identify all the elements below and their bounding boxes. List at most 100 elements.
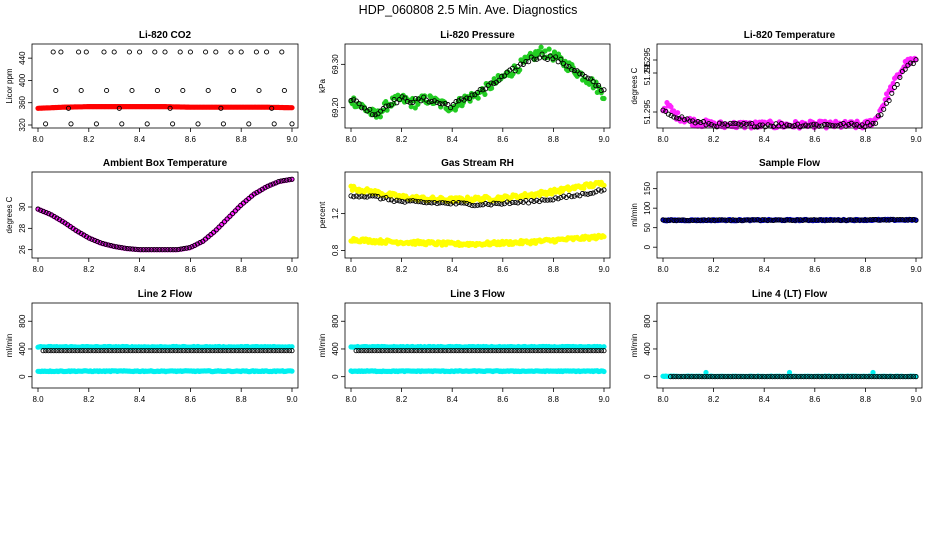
data-point [113, 244, 119, 250]
data-point [775, 374, 781, 380]
data-point [445, 201, 451, 207]
data-point [514, 348, 520, 354]
data-point [518, 198, 524, 204]
data-point [773, 217, 779, 223]
data-point [111, 49, 117, 55]
data-point [207, 348, 213, 354]
data-point [673, 218, 680, 224]
data-point [114, 348, 120, 354]
data-point [364, 194, 370, 200]
x-tick-label: 8.8 [236, 135, 248, 144]
data-point [784, 217, 790, 223]
data-point [743, 374, 749, 380]
data-point [170, 247, 176, 253]
data-point [458, 200, 464, 206]
series-cyan-lower [35, 368, 295, 375]
data-point [811, 217, 817, 223]
data-point [154, 247, 160, 253]
data-point [220, 121, 226, 127]
data-point [870, 217, 876, 223]
data-point [83, 49, 89, 55]
data-point [104, 87, 110, 94]
y-axis-label: ml/min [318, 334, 327, 358]
data-point [90, 348, 96, 354]
data-point [219, 221, 225, 228]
data-point [561, 348, 567, 354]
data-point [551, 348, 557, 354]
x-tick-label: 8.0 [32, 395, 44, 404]
data-point [704, 374, 710, 380]
data-point [412, 105, 418, 111]
data-point [386, 197, 392, 203]
data-point [137, 49, 143, 55]
data-point [418, 199, 424, 205]
data-point [842, 374, 849, 380]
data-point [372, 193, 378, 199]
data-point [217, 348, 224, 354]
data-point [260, 348, 266, 354]
data-point [101, 348, 107, 354]
data-point [78, 87, 84, 94]
data-point [273, 348, 279, 354]
data-point [523, 197, 529, 204]
data-point [448, 348, 454, 354]
data-point [668, 113, 674, 119]
data-point [741, 217, 747, 223]
data-point [862, 124, 868, 130]
data-point [40, 348, 46, 354]
data-point [544, 197, 551, 203]
data-point [593, 83, 599, 89]
data-point [448, 105, 454, 111]
data-point [720, 374, 726, 380]
data-point [572, 348, 578, 354]
data-point [143, 348, 149, 354]
data-point [199, 348, 205, 354]
data-point [490, 348, 496, 354]
data-point [434, 201, 440, 207]
data-point [204, 348, 210, 354]
data-point [361, 105, 368, 111]
data-point [819, 374, 825, 380]
data-point [770, 123, 776, 130]
x-tick-label: 8.8 [548, 265, 560, 274]
data-point [249, 348, 255, 354]
data-point [407, 198, 413, 204]
data-point [378, 108, 384, 114]
data-point [730, 121, 736, 127]
data-point [111, 243, 117, 249]
data-point [108, 243, 114, 249]
data-point [503, 348, 509, 354]
data-point [881, 217, 887, 223]
chart-line4: Line 4 (LT) Flow ml/min 8.0 8.2 8.4 8.6 8.8 9.0… [630, 289, 923, 404]
data-point [784, 122, 790, 128]
data-point [144, 121, 150, 127]
data-point [402, 199, 408, 205]
data-point [483, 86, 489, 92]
data-point [493, 348, 499, 354]
data-point [743, 121, 749, 127]
data-point [133, 348, 139, 354]
data-point [714, 217, 720, 223]
x-tick-label: 8.8 [236, 395, 248, 404]
data-point [883, 217, 889, 223]
data-point [813, 122, 819, 128]
data-point [511, 348, 517, 354]
data-point [902, 217, 908, 223]
data-point [50, 49, 56, 55]
data-point [356, 348, 362, 354]
x-tick-label: 8.8 [548, 135, 560, 144]
chart-sample_flow: Sample Flow ml/min 8.0 8.2 8.4 8.6 8.8 9.0 0 50 10… [630, 158, 923, 274]
x-tick-label: 9.0 [598, 135, 610, 144]
data-point [184, 245, 190, 251]
data-point [681, 374, 687, 380]
data-point [109, 348, 115, 354]
x-tick-label: 8.8 [236, 265, 248, 274]
data-point [393, 348, 399, 354]
data-point [695, 218, 701, 224]
data-point [757, 122, 763, 128]
y-tick-label: 28 [18, 223, 27, 232]
data-point [840, 374, 846, 380]
data-point [706, 121, 712, 127]
data-point [466, 348, 473, 354]
data-point [778, 121, 784, 127]
